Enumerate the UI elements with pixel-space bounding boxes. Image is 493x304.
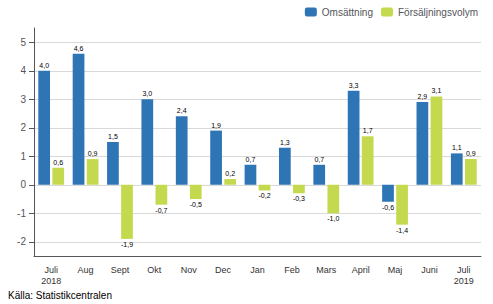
svg-text:2,9: 2,9 <box>418 93 428 100</box>
svg-text:Juni: Juni <box>421 265 438 275</box>
svg-text:Mars: Mars <box>316 265 336 275</box>
svg-text:3: 3 <box>20 94 26 105</box>
svg-text:1,7: 1,7 <box>363 127 373 134</box>
svg-text:Sept: Sept <box>111 265 130 275</box>
svg-text:Försäljningsvolym: Försäljningsvolym <box>398 7 478 18</box>
svg-text:4,0: 4,0 <box>39 62 49 69</box>
svg-text:-1,4: -1,4 <box>396 227 408 234</box>
svg-text:Feb: Feb <box>284 265 300 275</box>
svg-text:5: 5 <box>20 37 26 48</box>
svg-text:3,3: 3,3 <box>349 82 359 89</box>
svg-text:4,6: 4,6 <box>74 45 84 52</box>
svg-text:0,2: 0,2 <box>225 170 235 177</box>
svg-text:1,9: 1,9 <box>211 122 221 129</box>
svg-text:1,1: 1,1 <box>452 144 462 151</box>
svg-text:3,0: 3,0 <box>142 90 152 97</box>
svg-text:-2: -2 <box>17 236 26 247</box>
svg-text:0,6: 0,6 <box>53 159 63 166</box>
svg-text:Aug: Aug <box>78 265 94 275</box>
svg-text:Juli: Juli <box>457 265 471 275</box>
svg-text:1,3: 1,3 <box>280 139 290 146</box>
svg-text:-1,0: -1,0 <box>327 215 339 222</box>
svg-text:-0,3: -0,3 <box>293 195 305 202</box>
svg-text:2018: 2018 <box>41 276 61 286</box>
svg-text:1: 1 <box>20 151 26 162</box>
svg-text:April: April <box>352 265 370 275</box>
svg-text:-0,7: -0,7 <box>155 207 167 214</box>
svg-text:-0,2: -0,2 <box>259 192 271 199</box>
svg-text:-1,9: -1,9 <box>121 241 133 248</box>
svg-text:0,7: 0,7 <box>314 156 324 163</box>
svg-text:-1: -1 <box>17 208 26 219</box>
svg-text:Juli: Juli <box>44 265 58 275</box>
svg-text:3,1: 3,1 <box>432 87 442 94</box>
svg-text:1,5: 1,5 <box>108 133 118 140</box>
svg-text:2,4: 2,4 <box>177 107 187 114</box>
svg-text:Okt: Okt <box>147 265 162 275</box>
svg-text:0,7: 0,7 <box>246 156 256 163</box>
svg-text:Nov: Nov <box>181 265 198 275</box>
svg-text:0,9: 0,9 <box>88 150 98 157</box>
svg-text:2: 2 <box>20 122 26 133</box>
svg-text:Källa: Statistikcentralen: Källa: Statistikcentralen <box>8 290 112 301</box>
svg-text:4: 4 <box>20 65 26 76</box>
svg-text:0: 0 <box>20 179 26 190</box>
svg-text:Jan: Jan <box>250 265 265 275</box>
svg-text:Maj: Maj <box>388 265 403 275</box>
svg-text:2019: 2019 <box>454 276 474 286</box>
svg-text:-0,6: -0,6 <box>382 204 394 211</box>
svg-text:-0,5: -0,5 <box>190 201 202 208</box>
svg-text:Dec: Dec <box>215 265 232 275</box>
svg-text:0,9: 0,9 <box>466 150 476 157</box>
svg-text:Omsättning: Omsättning <box>322 7 373 18</box>
